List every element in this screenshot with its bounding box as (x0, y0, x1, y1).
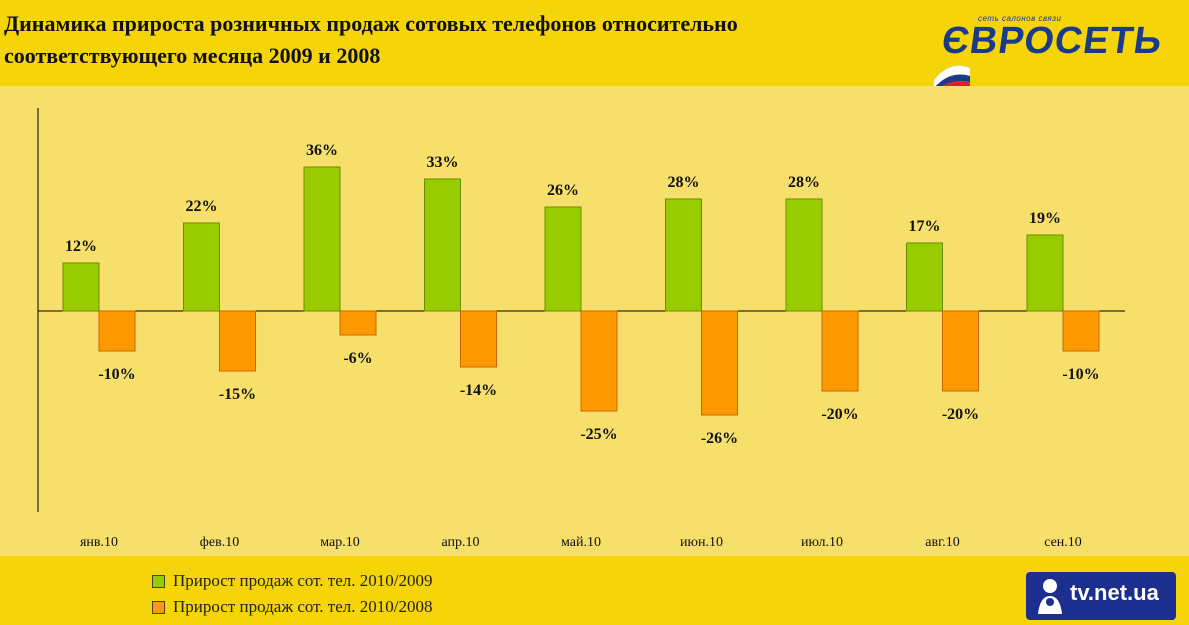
tv-net-ua-watermark: tv.net.ua (1026, 572, 1176, 620)
data-label-series2-3: -14% (460, 382, 497, 399)
bar-series2-7 (942, 310, 979, 392)
bar-series1-5 (665, 198, 702, 312)
data-label-series1-7: 17% (909, 218, 941, 235)
bar-series1-0 (62, 262, 100, 312)
bar-series2-0 (98, 310, 136, 352)
bar-series1-6 (785, 198, 823, 312)
legend-label-series1: Прирост продаж сот. тел. 2010/2009 (173, 571, 433, 590)
data-label-series2-2: -6% (343, 350, 372, 367)
x-tick-label-6: июл.10 (801, 535, 843, 550)
data-label-series2-8: -10% (1062, 366, 1099, 383)
x-tick-label-8: сен.10 (1044, 535, 1082, 550)
chart-title-line1: Динамика прироста розничных продаж сотов… (4, 11, 738, 36)
bar-chart: 12% -10% янв.10 22% -15% фев.10 36% -6% мар.10 33… (37, 108, 1125, 550)
bar-series1-1 (183, 222, 220, 312)
bar-series1-7 (906, 242, 943, 312)
x-tick-label-5: июн.10 (680, 535, 723, 550)
data-label-series2-4: -25% (580, 426, 617, 443)
legend: Прирост продаж сот. тел. 2010/2009 Приро… (152, 568, 432, 620)
chart-title: Динамика прироста розничных продаж сотов… (4, 8, 904, 72)
legend-item-series2: Прирост продаж сот. тел. 2010/2008 (152, 594, 432, 620)
bar-series1-2 (303, 166, 341, 312)
data-label-series1-0: 12% (65, 238, 97, 255)
bar-series1-8 (1026, 234, 1064, 312)
bar-series2-8 (1062, 310, 1100, 352)
bar-series2-3 (460, 310, 497, 368)
x-tick-label-0: янв.10 (80, 535, 118, 550)
bar-series1-4 (544, 206, 582, 312)
data-label-series2-7: -20% (942, 406, 979, 423)
bar-series2-6 (821, 310, 859, 392)
data-label-series1-6: 28% (788, 174, 820, 191)
chart-title-line2: соответствующего месяца 2009 и 2008 (4, 43, 381, 68)
watermark-text: tv.net.ua (1070, 580, 1159, 605)
logo-tagline: сеть салонов связи (978, 14, 1062, 23)
data-label-series2-6: -20% (821, 406, 858, 423)
x-tick-label-2: мар.10 (320, 535, 359, 550)
data-label-series2-1: -15% (219, 386, 256, 403)
bar-series2-2 (339, 310, 377, 336)
bar-series2-4 (580, 310, 618, 412)
x-tick-label-3: апр.10 (441, 535, 479, 550)
bar-series2-1 (219, 310, 256, 372)
legend-item-series1: Прирост продаж сот. тел. 2010/2009 (152, 568, 432, 594)
data-label-series2-5: -26% (701, 430, 738, 447)
data-label-series2-0: -10% (98, 366, 135, 383)
legend-swatch-series2 (152, 600, 165, 614)
bar-series1-3 (424, 178, 461, 312)
person-icon (1038, 579, 1062, 614)
data-label-series1-1: 22% (186, 198, 218, 215)
header: Динамика прироста розничных продаж сотов… (0, 0, 1189, 90)
data-label-series1-4: 26% (547, 182, 579, 199)
legend-label-series2: Прирост продаж сот. тел. 2010/2008 (173, 597, 433, 616)
legend-swatch-series1 (152, 574, 165, 588)
data-label-series1-3: 33% (427, 154, 459, 171)
data-label-series1-5: 28% (668, 174, 700, 191)
data-label-series1-2: 36% (306, 142, 338, 159)
data-label-series1-8: 19% (1029, 210, 1061, 227)
x-tick-label-7: авг.10 (925, 535, 960, 550)
x-tick-label-1: фев.10 (200, 535, 239, 550)
bar-series2-5 (701, 310, 738, 416)
x-tick-label-4: май.10 (561, 535, 601, 550)
